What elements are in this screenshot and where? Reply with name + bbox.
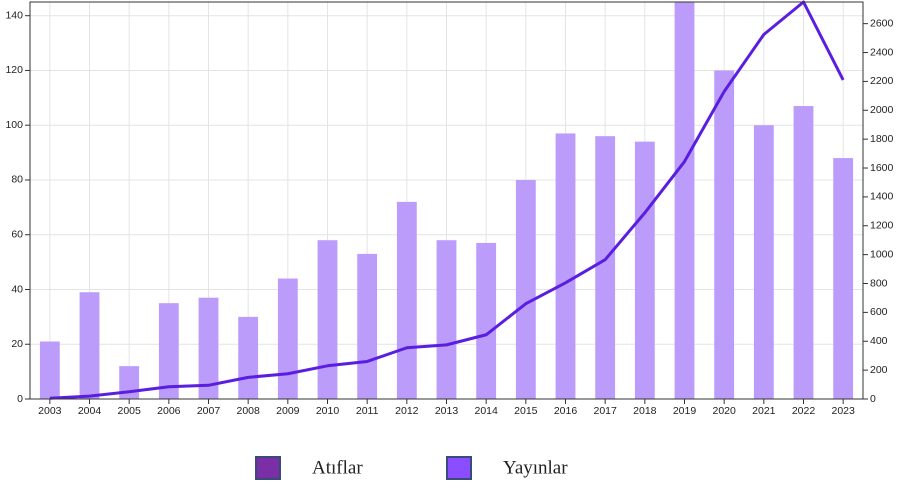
x-tick-label: 2014	[474, 405, 498, 417]
y-tick-label: 0	[17, 393, 23, 405]
legend-swatch	[446, 456, 472, 480]
bar	[714, 70, 735, 399]
x-tick-label: 2004	[78, 405, 102, 417]
x-tick-label: 2018	[633, 405, 657, 417]
x-tick-label: 2021	[752, 405, 776, 417]
x-tick-label: 2016	[554, 405, 578, 417]
bar	[396, 201, 417, 399]
x-tick-label: 2009	[276, 405, 300, 417]
y-tick-label: 40	[11, 283, 23, 295]
y2-tick-label: 1000	[870, 248, 894, 260]
bar	[39, 341, 60, 399]
bar	[674, 2, 695, 399]
y-tick-label: 100	[5, 119, 23, 131]
x-tick-label: 2010	[316, 405, 340, 417]
x-tick-label: 2019	[673, 405, 697, 417]
x-tick-label: 2008	[236, 405, 260, 417]
y2-tick-label: 1200	[870, 220, 894, 232]
x-tick-label: 2017	[593, 405, 617, 417]
y2-tick-label: 200	[870, 364, 888, 376]
y2-tick-label: 2200	[870, 75, 894, 87]
line	[49, 0, 845, 400]
y2-tick-label: 0	[870, 393, 876, 405]
y2-tick-label: 2600	[870, 17, 894, 29]
legend-swatch	[255, 456, 281, 480]
x-tick-label: 2012	[395, 405, 419, 417]
bar	[476, 242, 497, 399]
y2-tick-label: 2000	[870, 104, 894, 116]
y-tick-label: 60	[11, 229, 23, 241]
y-tick-label: 80	[11, 174, 23, 186]
bar	[515, 179, 536, 399]
legend-label: Yayınlar	[503, 457, 568, 478]
y2-tick-label: 800	[870, 277, 888, 289]
bar	[277, 278, 298, 399]
y2-tick-label: 1800	[870, 133, 894, 145]
y-tick-label: 120	[5, 64, 23, 76]
y2-tick-label: 1600	[870, 162, 894, 174]
y-tick-label: 20	[11, 338, 23, 350]
x-tick-label: 2015	[514, 405, 538, 417]
x-tick-label: 2013	[435, 405, 459, 417]
x-tick-label: 2020	[712, 405, 736, 417]
x-tick-label: 2011	[356, 405, 379, 417]
x-tick-label: 2005	[117, 405, 141, 417]
bar	[753, 125, 774, 399]
bar	[555, 133, 576, 399]
bar	[119, 366, 140, 399]
y2-tick-label: 400	[870, 335, 888, 347]
bar	[634, 141, 655, 400]
x-tick-label: 2003	[38, 405, 62, 417]
bar	[79, 292, 100, 399]
x-tick-label: 2022	[792, 405, 816, 417]
x-tick-label: 2007	[197, 405, 221, 417]
y2-tick-label: 2400	[870, 46, 894, 58]
legend-label: Atıflar	[312, 457, 363, 478]
x-tick-label: 2006	[157, 405, 181, 417]
y2-tick-label: 600	[870, 306, 888, 318]
bar	[595, 136, 616, 399]
bar	[357, 253, 378, 399]
x-tick-label: 2023	[831, 405, 855, 417]
bar	[833, 158, 854, 399]
bar	[158, 303, 179, 399]
bar	[198, 297, 219, 399]
bar	[238, 316, 259, 399]
bar	[317, 240, 338, 399]
bar	[436, 240, 457, 399]
y-tick-label: 140	[5, 9, 23, 21]
y2-tick-label: 1400	[870, 191, 894, 203]
bar	[793, 106, 814, 399]
